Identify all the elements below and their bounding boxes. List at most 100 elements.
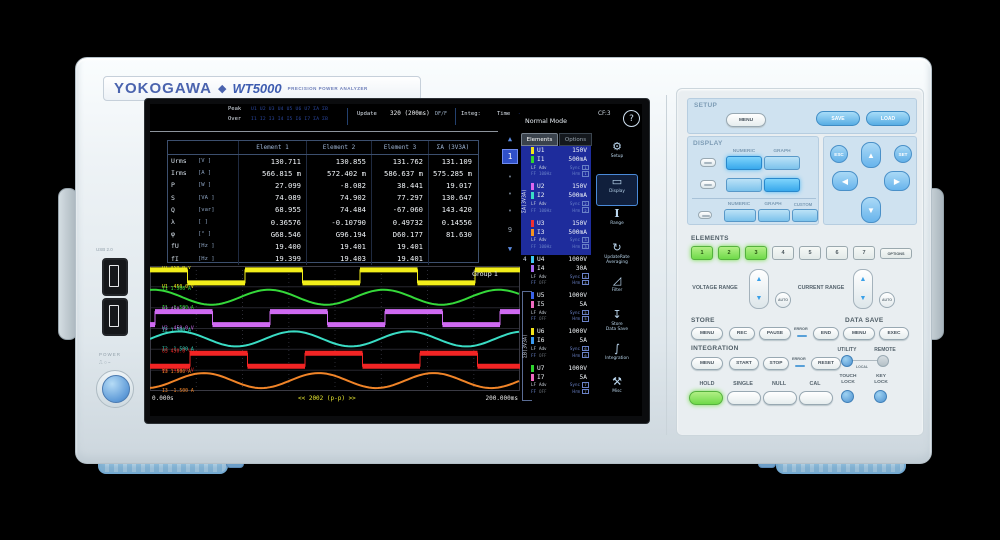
row-unit: [VA ] xyxy=(198,194,215,201)
save-button[interactable]: SAVE xyxy=(816,111,860,126)
element-key-6[interactable]: 6 xyxy=(826,246,848,260)
display-indicator-1[interactable] xyxy=(700,158,716,167)
integration-start-button[interactable]: START xyxy=(729,357,759,370)
null-label: NULL xyxy=(771,381,787,387)
element-line: FF 100Hz Hrm 3 xyxy=(531,243,591,250)
help-button[interactable]: ? xyxy=(623,110,640,127)
arrow-down-button[interactable]: ▼ xyxy=(861,197,881,223)
touch-lock-button[interactable] xyxy=(841,390,854,403)
load-button[interactable]: LOAD xyxy=(866,111,910,126)
table-row: fU [Hz ] 19.400 19.401 19.401 xyxy=(168,240,478,253)
element-row-1[interactable]: U1 150V I1 500mA LF Adv Sync 1 FF 100Hz Hrm 1 xyxy=(531,146,591,182)
page-dot: • xyxy=(507,173,513,181)
cell: 0.14556 xyxy=(428,215,477,229)
element-key-4[interactable]: 4 xyxy=(772,246,794,260)
numeric-key-1[interactable] xyxy=(726,156,762,170)
options-key[interactable]: OPTIONS xyxy=(880,248,912,259)
integration-menu-button[interactable]: MENU xyxy=(691,357,723,370)
menu-misc[interactable]: ⚒ Misc xyxy=(596,375,638,407)
display-indicator-3[interactable] xyxy=(698,211,712,219)
current-auto-button[interactable]: AUTO xyxy=(879,292,895,308)
update-rate-icon: ↻ xyxy=(612,240,622,254)
element-key-2[interactable]: 2 xyxy=(718,246,740,260)
group-sigma-a[interactable]: ΣA(3V3A) xyxy=(521,146,591,255)
hold-button[interactable] xyxy=(689,391,723,405)
page-up-button[interactable]: ▲ xyxy=(507,135,513,143)
group-sigma-b[interactable]: ΣB(3V3A) xyxy=(522,291,532,401)
integration-reset-button[interactable]: RESET xyxy=(811,357,841,370)
last-page[interactable]: 9 xyxy=(507,226,513,234)
numeric-key-3[interactable] xyxy=(724,209,756,222)
null-button[interactable] xyxy=(763,391,797,405)
element-row-4[interactable]: U4 1000V I4 30A LF Adv Sync 4 FF OFF Hrm 4 xyxy=(531,255,591,291)
element-row-2[interactable]: U2 150V I2 500mA LF Adv Sync 2 FF 100Hz Hrm 2 xyxy=(531,182,591,218)
element-key-1[interactable]: 1 xyxy=(691,246,713,260)
numeric-key-2[interactable] xyxy=(726,178,762,192)
element-row-6[interactable]: U6 1000V I6 5A LF Adv Sync 6 FF OFF Hrm 6 xyxy=(531,327,591,363)
integration-stop-button[interactable]: STOP xyxy=(763,357,789,370)
custom-key[interactable] xyxy=(792,209,818,222)
current-page[interactable]: 1 xyxy=(502,149,518,164)
menu-integration[interactable]: ∫ Integration xyxy=(596,342,638,374)
cell: -67.060 xyxy=(371,203,428,216)
lcd-screen[interactable]: Peak U1 U2 U3 U4 U5 U6 U7 ΣA ΣB Over I1 … xyxy=(150,104,642,416)
tab-options[interactable]: Options xyxy=(559,133,592,146)
store-pause-button[interactable]: PAUSE xyxy=(759,327,791,340)
cell: -8.082 xyxy=(306,179,371,192)
store-end-button[interactable]: END xyxy=(813,327,839,340)
element-line: U2 150V xyxy=(531,182,591,191)
store-rec-button[interactable]: REC xyxy=(729,327,755,340)
menu-range[interactable]: I Range xyxy=(596,207,638,239)
voltage-auto-button[interactable]: AUTO xyxy=(775,292,791,308)
element-row-3[interactable]: U3 150V I3 500mA LF Adv Sync 3 FF 100Hz Hrm 3 xyxy=(531,219,591,255)
element-key-3[interactable]: 3 xyxy=(745,246,767,260)
menu-filter[interactable]: ◿ Filter xyxy=(596,274,638,306)
element-line: FF OFF Hrm 4 xyxy=(531,279,591,286)
graph-key-2[interactable] xyxy=(764,178,800,192)
element-row-7[interactable]: U7 1000V I7 5A LF Adv Sync 7 FF OFF Hrm 7 xyxy=(531,364,591,400)
voltage-color-bar xyxy=(531,292,534,300)
datasave-menu-button[interactable]: MENU xyxy=(843,327,875,340)
store-menu-button[interactable]: MENU xyxy=(691,327,723,340)
arrow-left-button[interactable]: ◀ xyxy=(832,171,858,191)
voltage-range-up-button[interactable]: ▲ xyxy=(755,276,763,283)
menu-display[interactable]: ▭ Display xyxy=(596,173,638,206)
element-row-5[interactable]: U5 1000V I5 5A LF Adv Sync 5 FF OFF Hrm 5 xyxy=(531,291,591,327)
current-range-up-button[interactable]: ▲ xyxy=(859,276,867,283)
menu-setup[interactable]: ⚙ Setup xyxy=(596,140,638,172)
power-button[interactable] xyxy=(96,370,134,408)
voltage-range-down-button[interactable]: ▼ xyxy=(755,295,763,302)
element-key-7[interactable]: 7 xyxy=(853,246,875,260)
graph-key-3[interactable] xyxy=(758,209,790,222)
voltage-color-bar xyxy=(531,364,534,372)
cal-button[interactable] xyxy=(799,391,833,405)
set-button[interactable]: SET xyxy=(894,145,912,163)
graph-key-1[interactable] xyxy=(764,156,800,170)
element-line: I1 500mA xyxy=(531,155,591,164)
setup-menu-button[interactable]: MENU xyxy=(726,113,766,127)
element-key-5[interactable]: 5 xyxy=(799,246,821,260)
datasave-title: DATA SAVE xyxy=(845,317,884,324)
menu-update-rate[interactable]: ↻ UpdateRate Averaging xyxy=(596,241,638,273)
voltage-color-bar xyxy=(531,255,534,263)
arrow-right-button[interactable]: ▶ xyxy=(884,171,910,191)
datasave-exec-button[interactable]: EXEC xyxy=(879,327,909,340)
usb-port-1[interactable] xyxy=(102,258,128,296)
table-row: Urms [V ] 130.711 130.855 131.762 131.109 xyxy=(168,155,478,168)
remote-button[interactable] xyxy=(877,355,889,367)
key-lock-button[interactable] xyxy=(874,390,887,403)
remote-label: REMOTE xyxy=(874,347,896,353)
store-error-label: ERROR xyxy=(794,327,808,331)
tab-elements[interactable]: Elements xyxy=(521,133,558,146)
single-button[interactable] xyxy=(727,391,761,405)
current-range-down-button[interactable]: ▼ xyxy=(859,295,867,302)
usb-port-2[interactable] xyxy=(102,298,128,336)
status-divider-1 xyxy=(347,108,348,125)
column-header: ΣA (3V3A) xyxy=(428,141,477,154)
menu-store-data-save[interactable]: ↧ Store Data Save xyxy=(596,308,638,340)
page-down-button[interactable]: ▼ xyxy=(507,245,513,253)
esc-button[interactable]: ESC xyxy=(830,145,848,163)
arrow-up-button[interactable]: ▲ xyxy=(861,142,881,168)
display-indicator-2[interactable] xyxy=(700,180,716,189)
utility-button[interactable] xyxy=(841,355,853,367)
